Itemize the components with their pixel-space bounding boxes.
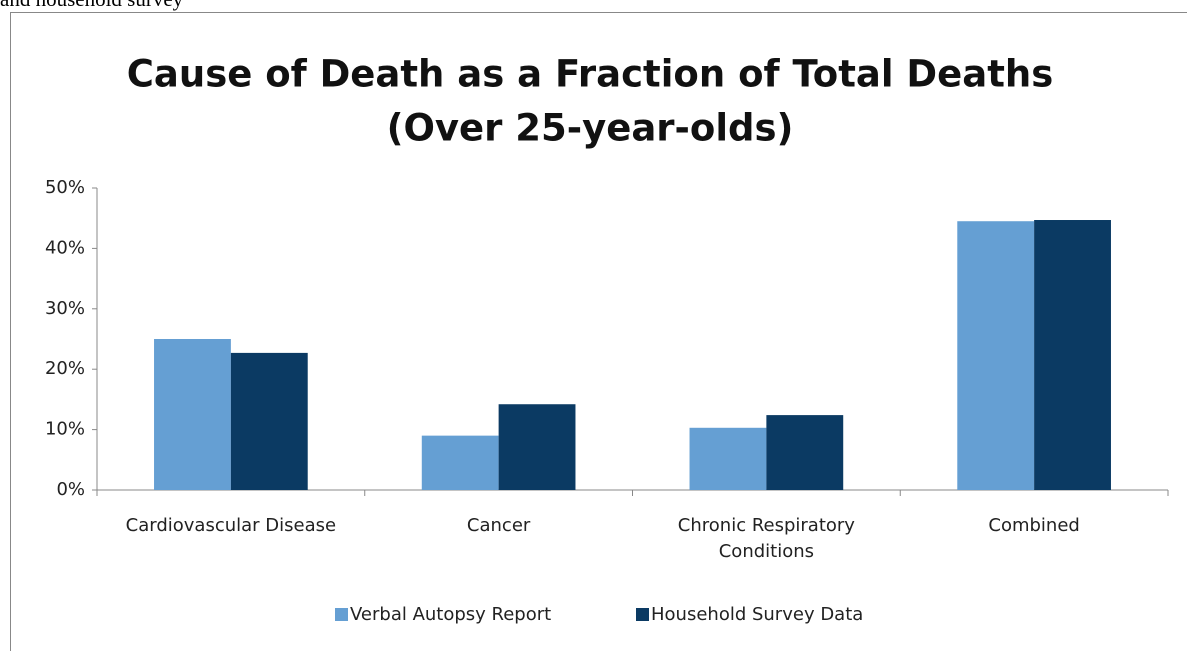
- y-tick-label: 30%: [45, 298, 85, 319]
- bar: [766, 415, 844, 490]
- bar: [689, 427, 767, 490]
- x-tick-label: Chronic Respiratory Conditions: [677, 515, 855, 562]
- y-tick-label: 10%: [45, 419, 85, 440]
- x-tick-label: Combined: [988, 515, 1080, 536]
- header-fragment: and household survey: [0, 0, 183, 12]
- legend-swatch: [636, 608, 649, 621]
- legend-swatch: [335, 608, 348, 621]
- chart-title: Cause of Death as a Fraction of Total De…: [127, 53, 1054, 96]
- bar: [957, 221, 1035, 490]
- legend-label: Verbal Autopsy Report: [350, 604, 551, 625]
- bar: [1034, 220, 1111, 490]
- bar: [421, 435, 499, 490]
- chart-title: (Over 25-year-olds): [387, 107, 794, 150]
- chart-frame: [10, 12, 1187, 651]
- x-tick-label: Cancer: [466, 515, 531, 536]
- legend-label: Household Survey Data: [651, 604, 863, 625]
- bar: [154, 339, 231, 490]
- bar: [230, 352, 308, 490]
- y-tick-label: 20%: [45, 358, 85, 379]
- y-tick-label: 0%: [56, 479, 85, 500]
- y-tick-label: 50%: [45, 177, 85, 198]
- bar: [498, 404, 576, 490]
- x-tick-label: Cardiovascular Disease: [125, 515, 337, 536]
- y-tick-label: 40%: [45, 237, 85, 258]
